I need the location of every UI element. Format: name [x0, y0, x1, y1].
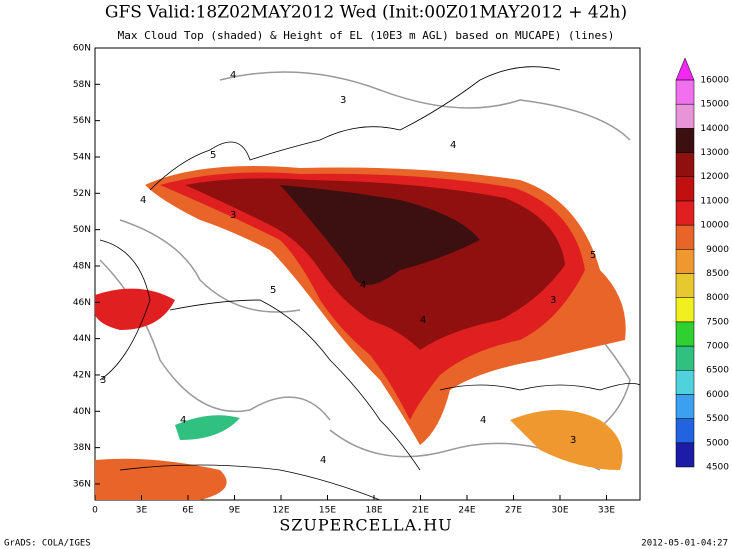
- shaded-region: [175, 415, 240, 440]
- lat-label: 36N: [73, 479, 91, 489]
- contour-label: 4: [320, 455, 326, 466]
- lon-label: 21E: [412, 506, 429, 516]
- footer-left: GrADS: COLA/IGES: [4, 539, 91, 549]
- colorbar-label: 14000: [700, 124, 729, 134]
- contour-label: 5: [210, 150, 216, 161]
- colorbar-label: 5000: [706, 438, 729, 448]
- title: GFS Valid:18Z02MAY2012 Wed (Init:00Z01MA…: [105, 3, 627, 23]
- lat-label: 60N: [73, 44, 91, 54]
- lon-label: 33E: [598, 506, 615, 516]
- map-ticks: 60N 58N 56N 54N 52N 50N 48N 46N 44N 42N 40N 38N 36N 0…: [73, 44, 616, 516]
- contour-label: 4: [180, 415, 186, 426]
- lat-label: 56N: [73, 116, 91, 126]
- coastline: [169, 299, 421, 471]
- contour-label: 5: [590, 250, 596, 261]
- shaded-region: [280, 185, 480, 285]
- lon-label: 24E: [458, 506, 475, 516]
- colorbar-box: [675, 224, 695, 250]
- colorbar-label: 13000: [700, 148, 729, 158]
- subtitle: Max Cloud Top (shaded) & Height of EL (1…: [118, 29, 615, 42]
- coastline: [119, 464, 381, 501]
- colorbar-box: [675, 103, 695, 129]
- contour-label: 4: [140, 195, 146, 206]
- colorbar-label: 8000: [706, 293, 729, 303]
- lat-label: 38N: [73, 443, 91, 453]
- contour-label: 4: [480, 415, 486, 426]
- colorbar-box: [675, 273, 695, 298]
- contour-label: 3: [550, 295, 556, 306]
- lat-label: 58N: [73, 80, 91, 90]
- lat-label: 54N: [73, 152, 91, 162]
- lat-label: 52N: [73, 189, 91, 199]
- coastline: [149, 66, 561, 191]
- colorbar-label: 6000: [706, 390, 729, 400]
- colorbar-box: [675, 79, 695, 105]
- colorbar-box: [675, 297, 695, 323]
- contour-label: 3: [100, 375, 106, 386]
- contour-label: 4: [420, 315, 426, 326]
- lon-label: 0: [92, 506, 98, 516]
- shaded-region: [510, 410, 623, 470]
- colorbar-extend: [675, 57, 695, 81]
- lat-label: 50N: [73, 225, 91, 235]
- lat-label: 44N: [73, 334, 91, 344]
- lon-label: 6E: [182, 506, 194, 516]
- lat-label: 42N: [73, 370, 91, 380]
- colorbar-box: [675, 418, 695, 444]
- lat-label: 40N: [73, 407, 91, 417]
- contour-label: 3: [570, 435, 576, 446]
- contour-line: [219, 71, 631, 141]
- colorbar-box: [675, 369, 695, 395]
- coastlines: [99, 66, 641, 501]
- contour-label: 4: [360, 280, 366, 291]
- colorbar-label: 10000: [700, 221, 729, 231]
- colorbar-box: [675, 321, 695, 347]
- contour-label: 4: [230, 70, 236, 81]
- lon-label: 18E: [365, 506, 382, 516]
- colorbar-box: [675, 128, 695, 153]
- colorbar-box: [675, 442, 695, 468]
- footer-right: 2012-05-01-04:27: [641, 539, 728, 549]
- colorbar-box: [675, 394, 695, 419]
- contour-label: 4: [450, 140, 456, 151]
- colorbar-box: [675, 345, 695, 371]
- colorbar: 4500 5000 5500 6000 6500 7000 7500 8000 8500 9000…: [675, 57, 729, 473]
- colorbar-box: [675, 200, 695, 226]
- contour-label: 3: [340, 95, 346, 106]
- lon-label: 15E: [319, 506, 336, 516]
- contour-label: 3: [230, 210, 236, 221]
- coastline: [99, 239, 151, 381]
- lat-label: 46N: [73, 298, 91, 308]
- lon-label: 27E: [505, 506, 522, 516]
- colorbar-label: 5500: [706, 414, 729, 424]
- colorbar-label: 11000: [700, 196, 729, 206]
- colorbar-label: 16000: [700, 75, 729, 85]
- contour-label: 5: [270, 285, 276, 296]
- colorbar-label: 8500: [706, 269, 729, 279]
- coastline: [439, 382, 641, 391]
- lon-label: 3E: [136, 506, 148, 516]
- colorbar-box: [675, 249, 695, 274]
- colorbar-label: 7000: [706, 342, 729, 352]
- colorbar-label: 6500: [706, 366, 729, 376]
- contour-line: [119, 219, 301, 313]
- footer-center: SZUPERCELLA.HU: [279, 516, 452, 535]
- colorbar-label: 12000: [700, 172, 729, 182]
- shaded-region: [95, 288, 175, 330]
- map-area: 60N 58N 56N 54N 52N 50N 48N 46N 44N 42N 40N 38N 36N 0…: [73, 44, 641, 516]
- colorbar-label: 15000: [700, 100, 729, 110]
- colorbar-label: 7500: [706, 317, 729, 327]
- colorbar-label: 4500: [706, 463, 729, 473]
- colorbar-box: [675, 176, 695, 202]
- lon-label: 9E: [229, 506, 241, 516]
- lon-label: 30E: [551, 506, 568, 516]
- colorbar-box: [675, 152, 695, 177]
- colorbar-label: 9000: [706, 245, 729, 255]
- lon-label: 12E: [272, 506, 289, 516]
- lat-label: 48N: [73, 261, 91, 271]
